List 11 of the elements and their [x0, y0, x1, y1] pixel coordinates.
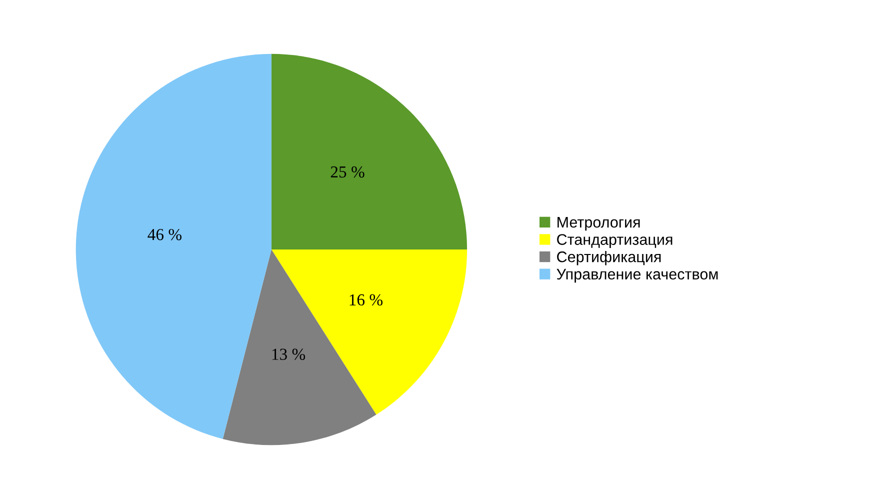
data-label: 13 %: [272, 348, 306, 360]
data-label: 46 %: [148, 228, 182, 240]
legend-label: Сертификация: [557, 251, 661, 266]
pie-slice: [271, 250, 468, 415]
pie-slice: [271, 54, 468, 250]
legend-label: Управление качеством: [556, 268, 718, 283]
data-label: 25 %: [330, 166, 364, 178]
legend-label: Метрология: [558, 216, 640, 231]
data-label: 16 %: [350, 294, 383, 306]
legend-label: Стандартизация: [557, 234, 672, 248]
pie-slice: [76, 54, 272, 439]
